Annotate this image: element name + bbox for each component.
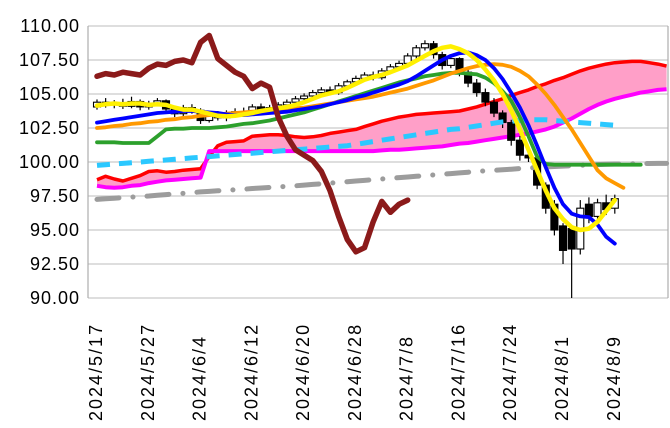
cloud-lower-magenta-line — [96, 87, 667, 190]
cloud-upper-red-line — [96, 59, 667, 183]
x-axis-label: 2024/6/20 — [293, 323, 313, 421]
y-axis-label: 92.50 — [30, 254, 80, 274]
green-line — [95, 71, 643, 167]
y-axis-label: 100.00 — [19, 152, 80, 172]
y-axis-label: 97.50 — [30, 186, 80, 206]
lagging-thick-darkred-line — [94, 32, 411, 255]
y-axis-label: 102.50 — [19, 118, 80, 138]
y-axis-label: 110.00 — [20, 16, 80, 36]
gray-dashdot-line — [94, 160, 670, 202]
y-axis-label: 105.00 — [19, 84, 80, 104]
x-axis-label: 2024/7/16 — [449, 323, 469, 421]
x-axis-label: 2024/6/12 — [241, 323, 261, 421]
x-axis-label: 2024/5/17 — [86, 323, 106, 421]
x-axis-label: 2024/8/1 — [552, 335, 572, 421]
x-axis-label: 2024/6/4 — [190, 335, 210, 421]
x-axis-label: 2024/8/9 — [604, 335, 624, 421]
x-axis-label: 2024/7/24 — [500, 323, 520, 421]
y-axis-label: 95.00 — [30, 220, 80, 240]
x-axis-labels: 2024/5/17 2024/5/27 2024/6/4 2024/6/12 2024/… — [86, 323, 624, 421]
yellow-line — [94, 44, 618, 233]
candles — [92, 40, 619, 298]
y-axis-label: 90.00 — [30, 288, 80, 308]
x-axis-label: 2024/5/27 — [138, 323, 158, 421]
y-axis-labels: 110.00 107.50 105.00 102.50 100.00 97.50 95.00… — [19, 16, 80, 308]
gridlines — [87, 25, 669, 299]
x-axis-label: 2024/7/8 — [397, 335, 417, 421]
orange-line — [95, 62, 626, 190]
y-axis-label: 107.50 — [19, 50, 80, 70]
x-axis-label: 2024/6/28 — [345, 323, 365, 421]
